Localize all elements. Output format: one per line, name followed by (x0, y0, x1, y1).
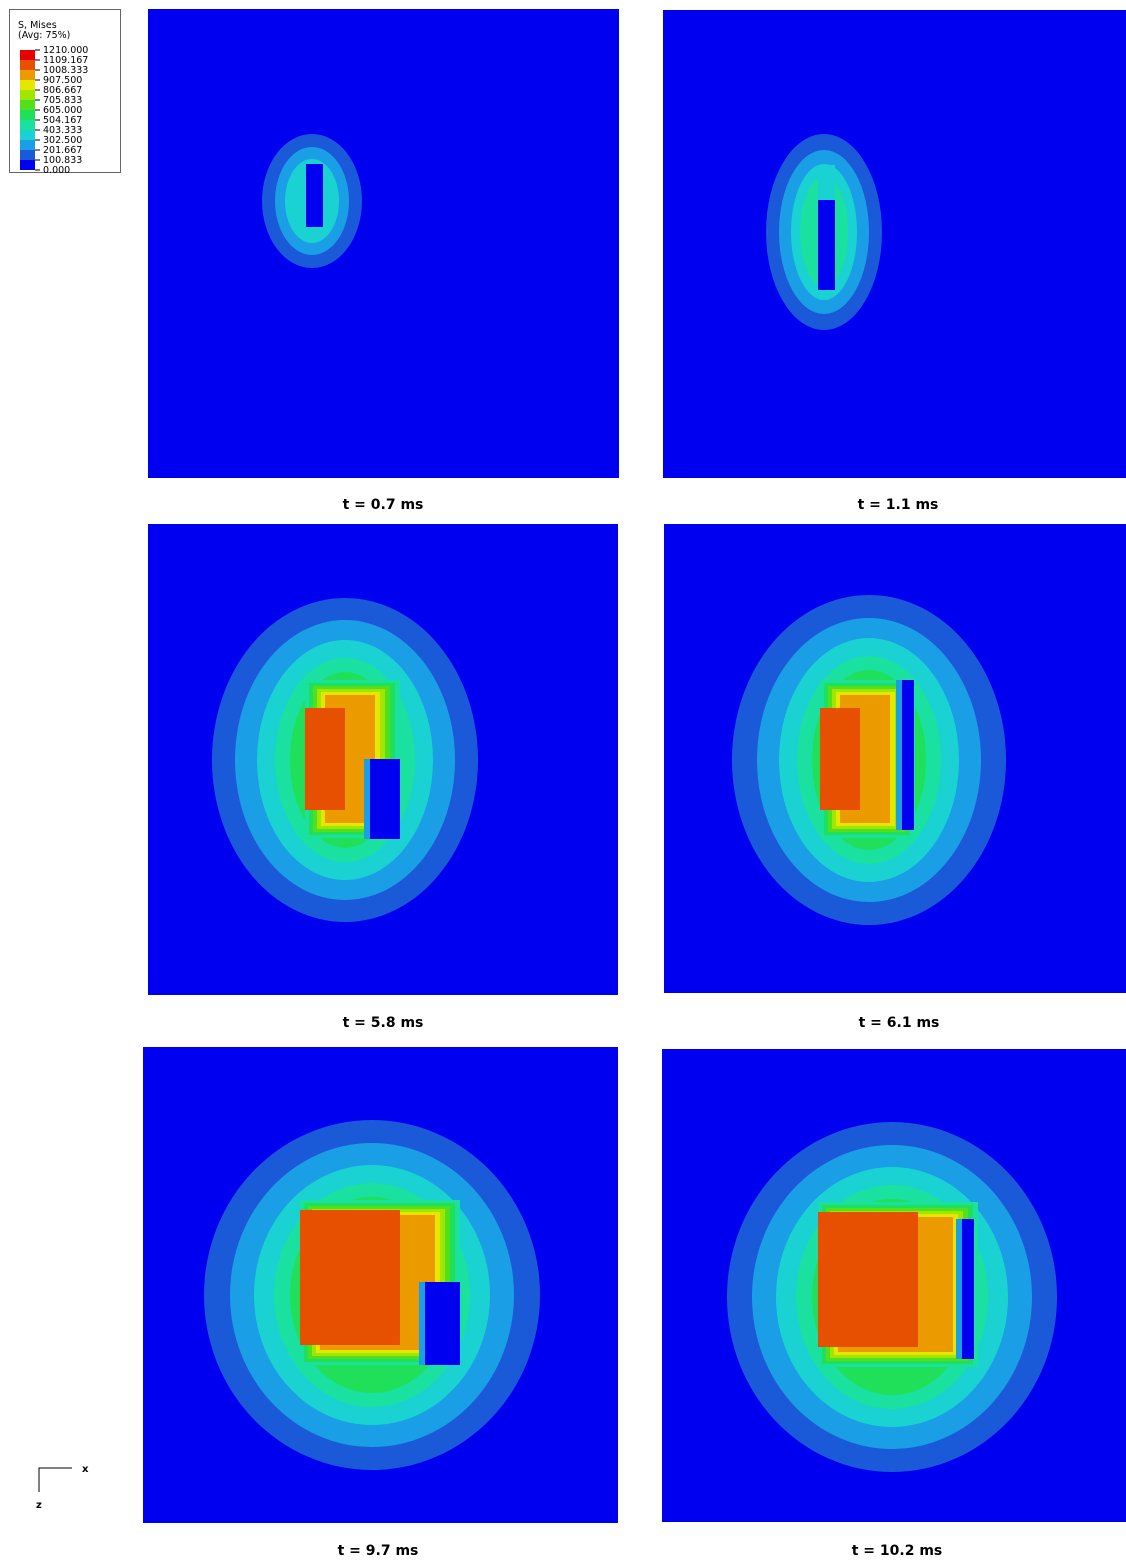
legend-swatch (20, 90, 35, 100)
legend-swatch (20, 50, 35, 60)
legend-value: 806.667 (43, 85, 82, 96)
contour-band (818, 165, 835, 200)
triad-x: x (82, 1464, 89, 1475)
legend-value: 504.167 (43, 115, 82, 126)
contour-band (300, 1210, 400, 1345)
panel-caption: t = 9.7 ms (337, 1543, 419, 1559)
legend: S, Mises (Avg: 75%) 1210.000 1109.167 1008… (9, 9, 121, 174)
contour-panel (663, 10, 1126, 478)
legend-value: 0.000 (43, 165, 70, 174)
panel-caption: t = 6.1 ms (858, 1015, 940, 1031)
legend-value: 705.833 (43, 95, 82, 106)
legend-value: 907.500 (43, 75, 82, 86)
slot (425, 1282, 460, 1365)
contour-band (818, 1212, 918, 1347)
panel-caption: t = 0.7 ms (342, 497, 424, 513)
panel-caption: t = 1.1 ms (857, 497, 939, 513)
contour-band (820, 708, 860, 810)
legend-value: 605.000 (43, 105, 82, 116)
legend-swatch (20, 150, 35, 160)
legend-swatch (20, 110, 35, 120)
slot (370, 759, 400, 839)
panel-caption: t = 5.8 ms (342, 1015, 424, 1031)
legend-value: 302.500 (43, 135, 82, 146)
legend-swatch (20, 160, 35, 170)
legend-value: 1210.000 (43, 45, 88, 56)
legend-swatch (20, 60, 35, 70)
background (663, 10, 1126, 478)
slot (962, 1219, 974, 1359)
legend-value: 100.833 (43, 155, 82, 166)
contour-panel (148, 9, 619, 478)
triad-lines (38, 1467, 72, 1492)
legend-swatch (20, 70, 35, 80)
legend-swatch (20, 140, 35, 150)
contour-band (305, 708, 345, 810)
legend-value: 1008.333 (43, 65, 88, 76)
legend-subtitle: (Avg: 75%) (18, 30, 71, 41)
contour-panel (148, 524, 618, 995)
slot (306, 164, 323, 227)
legend-title: S, Mises (18, 20, 57, 31)
legend-value: 201.667 (43, 145, 82, 156)
slot (902, 680, 914, 830)
legend-swatch (20, 100, 35, 110)
legend-value: 1109.167 (43, 55, 88, 66)
legend-swatch (20, 120, 35, 130)
background (148, 9, 619, 478)
legend-scale: 1210.0001109.1671008.333907.500806.66770… (20, 45, 88, 174)
contour-panel (143, 1047, 618, 1523)
contour-panel (664, 524, 1126, 993)
axis-triad: x z (36, 1464, 89, 1511)
legend-swatch (20, 80, 35, 90)
legend-swatch (20, 130, 35, 140)
slot (818, 200, 835, 290)
triad-z: z (36, 1500, 42, 1511)
panel-caption: t = 10.2 ms (851, 1543, 943, 1559)
legend-value: 403.333 (43, 125, 82, 136)
contour-panel (662, 1049, 1126, 1522)
